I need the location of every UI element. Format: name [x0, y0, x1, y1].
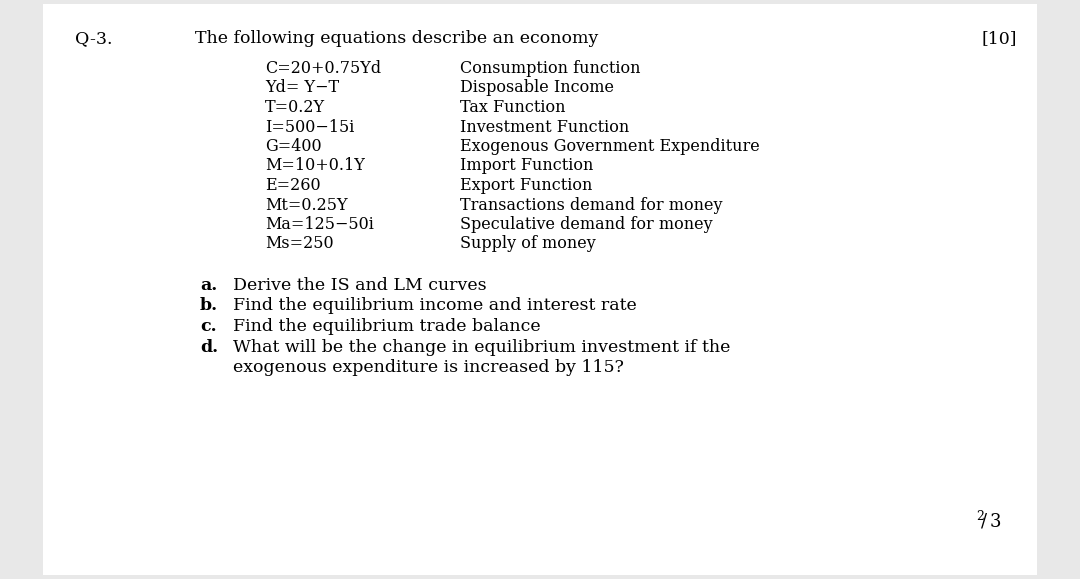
Text: c.: c.	[200, 318, 217, 335]
Text: 3: 3	[990, 513, 1001, 531]
Text: Investment Function: Investment Function	[460, 119, 630, 135]
Text: Q-3.: Q-3.	[75, 30, 112, 47]
Text: E=260: E=260	[265, 177, 321, 194]
Text: Exogenous Government Expenditure: Exogenous Government Expenditure	[460, 138, 759, 155]
Text: G=400: G=400	[265, 138, 322, 155]
Text: 2: 2	[976, 510, 984, 523]
FancyBboxPatch shape	[43, 4, 1037, 575]
Text: Supply of money: Supply of money	[460, 236, 596, 252]
Text: exogenous expenditure is increased by 115?: exogenous expenditure is increased by 11…	[233, 359, 624, 376]
Text: Ms=250: Ms=250	[265, 236, 334, 252]
Text: T=0.2Y: T=0.2Y	[265, 99, 325, 116]
Text: Export Function: Export Function	[460, 177, 592, 194]
Text: I=500−15i: I=500−15i	[265, 119, 354, 135]
Text: Speculative demand for money: Speculative demand for money	[460, 216, 713, 233]
Text: Import Function: Import Function	[460, 157, 593, 174]
Text: a.: a.	[200, 277, 217, 294]
Text: Tax Function: Tax Function	[460, 99, 566, 116]
Text: Transactions demand for money: Transactions demand for money	[460, 196, 723, 214]
Text: Yd= Y−T: Yd= Y−T	[265, 79, 339, 97]
Text: Ma=125−50i: Ma=125−50i	[265, 216, 374, 233]
Text: Find the equilibrium trade balance: Find the equilibrium trade balance	[233, 318, 541, 335]
Text: Derive the IS and LM curves: Derive the IS and LM curves	[233, 277, 487, 294]
Text: The following equations describe an economy: The following equations describe an econ…	[195, 30, 598, 47]
Text: Disposable Income: Disposable Income	[460, 79, 615, 97]
Text: C=20+0.75Yd: C=20+0.75Yd	[265, 60, 381, 77]
Text: d.: d.	[200, 339, 218, 356]
Text: b.: b.	[200, 298, 218, 314]
Text: What will be the change in equilibrium investment if the: What will be the change in equilibrium i…	[233, 339, 730, 356]
Text: [10]: [10]	[982, 30, 1017, 47]
Text: Mt=0.25Y: Mt=0.25Y	[265, 196, 348, 214]
Text: /: /	[981, 513, 987, 531]
Text: Consumption function: Consumption function	[460, 60, 640, 77]
Text: M=10+0.1Y: M=10+0.1Y	[265, 157, 365, 174]
Text: Find the equilibrium income and interest rate: Find the equilibrium income and interest…	[233, 298, 637, 314]
